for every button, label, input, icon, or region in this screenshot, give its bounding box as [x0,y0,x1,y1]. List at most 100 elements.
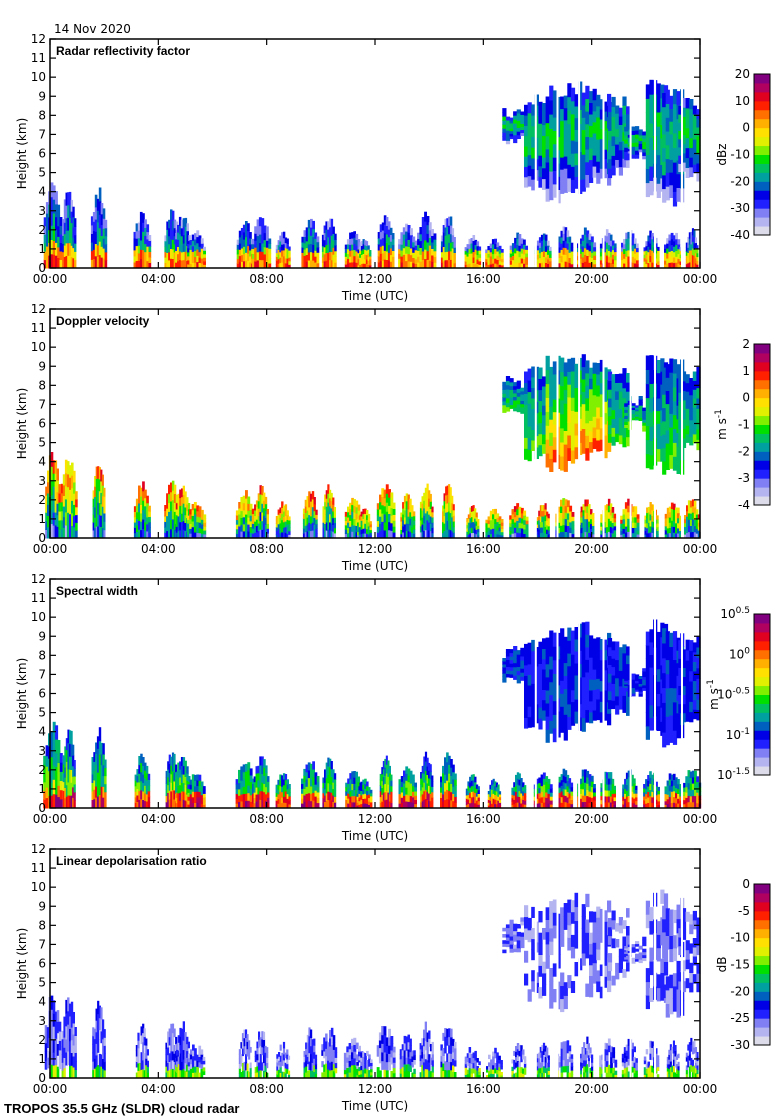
radar-cell [171,239,175,250]
radar-cell [177,523,180,532]
radar-cell [255,500,259,508]
radar-cell [662,407,667,422]
radar-cell [472,791,475,798]
radar-cell [525,260,528,265]
radar-cell [494,790,497,796]
radar-cell [407,523,410,532]
radar-cell [642,407,647,411]
radar-cell [570,179,576,193]
radar-cell [445,495,448,505]
radar-cell [511,533,515,539]
radar-cell [634,527,638,534]
radar-cell [247,785,251,794]
radar-cell [665,172,670,187]
radar-cell [304,512,308,520]
radar-cell [168,790,171,800]
radar-cell [645,250,648,256]
radar-cell [62,474,66,486]
radar-cell [614,247,617,253]
radar-cell [356,802,359,806]
radar-cell [672,132,678,148]
radar-cell [638,137,643,142]
radar-cell [95,478,98,491]
y-tick-label: 10 [31,70,46,84]
radar-cell [281,238,284,245]
radar-cell [695,528,699,534]
radar-cell [314,796,318,803]
radar-cell [97,490,100,503]
radar-cell [695,509,699,515]
radar-cell [666,527,670,534]
colorbar-tick-label: 0 [742,391,750,405]
radar-cell [516,400,521,405]
radar-cell [626,373,631,383]
radar-cell [360,524,363,530]
radar-cell [514,253,517,259]
radar-cell [259,485,262,495]
radar-cell [681,125,687,136]
radar-cell [603,257,607,264]
radar-cell [607,518,611,526]
radar-cell [545,135,550,150]
colorbar-step [754,415,770,425]
radar-cell [400,512,403,518]
radar-cell [286,784,289,790]
radar-cell [67,781,70,796]
radar-cell [369,262,372,266]
radar-cell [103,504,106,514]
radar-cell [379,509,382,517]
radar-cell [516,388,521,393]
radar-cell [470,243,474,249]
radar-cell [585,174,590,188]
radar-cell [531,179,536,191]
radar-cell [544,245,548,252]
radar-cell [369,535,372,539]
x-axis-label: Time (UTC) [341,289,408,303]
radar-cell [607,380,613,390]
radar-cell [50,769,54,783]
radar-cell [638,132,643,136]
radar-cell [282,532,286,539]
radar-cell [622,518,626,525]
radar-cell [365,241,369,247]
radar-cell [277,528,280,534]
radar-cell [200,238,204,244]
radar-cell [302,533,306,539]
radar-cell [54,460,58,474]
radar-cell [345,782,348,788]
radar-cell [355,771,358,779]
radar-cell [470,796,474,803]
radar-cell [387,792,390,801]
radar-cell [467,781,470,787]
radar-cell [366,794,369,800]
radar-cell [314,802,318,809]
radar-cell [367,252,370,258]
radar-cell [180,259,184,269]
radar-cell [635,418,640,421]
colorbar-step [754,74,770,84]
radar-cell [405,493,409,502]
radar-cell [325,792,328,801]
radar-cell [566,500,570,508]
radar-cell [166,229,169,238]
radar-cell [478,253,482,258]
radar-cell [238,776,241,784]
radar-cell [546,511,549,517]
radar-cell [442,772,445,781]
radar-cell [583,241,587,249]
radar-cell [322,792,325,799]
radar-cell [579,248,583,254]
radar-cell [516,532,520,539]
radar-cell [198,251,202,258]
radar-cell [323,239,326,248]
radar-cell [200,803,204,809]
radar-cell [544,262,548,269]
radar-cell [45,529,48,539]
radar-cell [429,800,432,809]
radar-cell [518,256,522,263]
radar-cell [62,243,65,253]
panel-1: Radar reflectivity factor012345678910111… [15,32,771,303]
radar-cell [495,791,498,796]
radar-cell [65,230,68,244]
radar-cell [69,489,72,502]
